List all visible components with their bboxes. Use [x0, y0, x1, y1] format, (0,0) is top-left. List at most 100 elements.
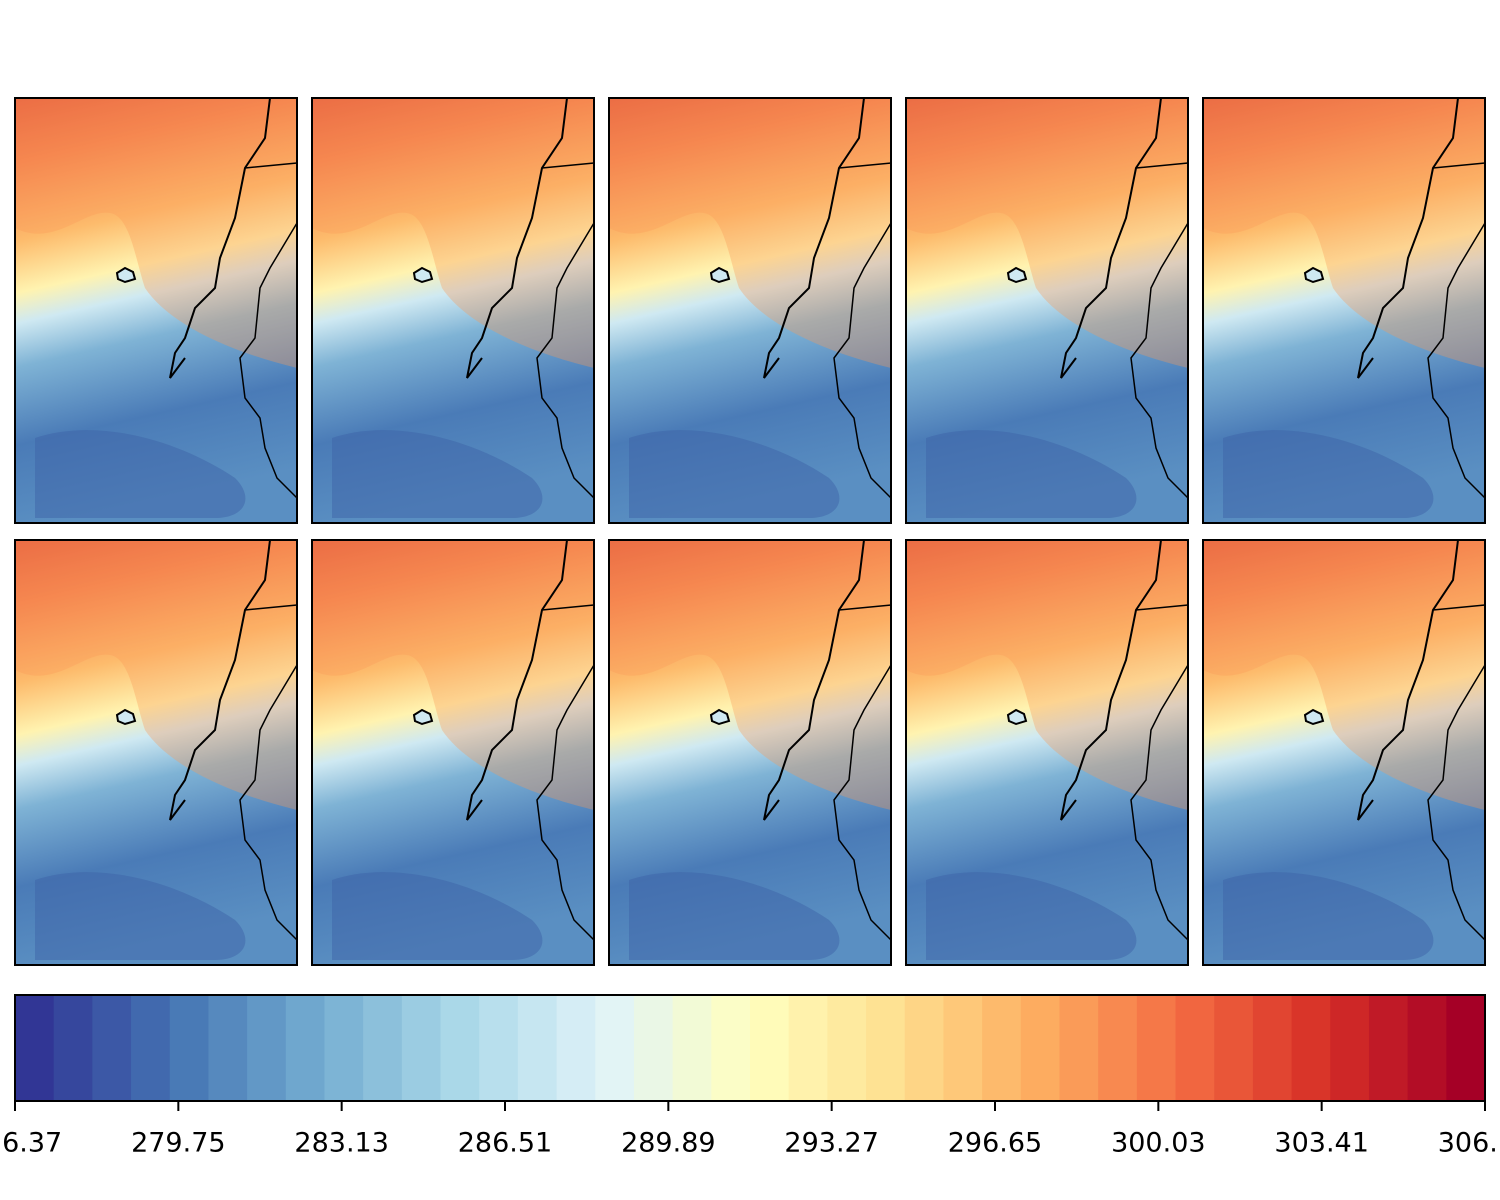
map-panel [1202, 97, 1486, 524]
tick-label: 279.75 [131, 1128, 225, 1159]
color-bin [556, 995, 596, 1101]
warm-tongue [609, 98, 891, 368]
map-panels [14, 97, 1486, 966]
map-panel [1202, 539, 1486, 966]
panel-frame [905, 97, 1189, 524]
warm-tongue [15, 540, 297, 810]
island [412, 708, 434, 726]
coastline [1060, 539, 1162, 821]
warm-tongue [1203, 98, 1485, 368]
cold-core [1223, 872, 1434, 960]
color-bin [324, 995, 364, 1101]
island [115, 708, 137, 726]
map-panel [608, 97, 892, 524]
tick-label: 283.13 [294, 1128, 388, 1159]
color-bin [904, 995, 944, 1101]
coastline [833, 604, 892, 941]
island [709, 708, 731, 726]
color-bin [169, 995, 209, 1101]
cold-core [35, 430, 246, 518]
color-bin [131, 995, 171, 1101]
island [412, 266, 434, 284]
color-bin [15, 995, 55, 1101]
warm-tongue [312, 540, 594, 810]
cold-core [332, 430, 543, 518]
coastline [1060, 97, 1162, 379]
color-bin [788, 995, 828, 1101]
cold-core [629, 430, 840, 518]
warm-tongue [15, 98, 297, 368]
tick-label: 293.27 [784, 1128, 878, 1159]
color-bin [1136, 995, 1177, 1101]
color-bin [866, 995, 906, 1101]
color-bin [943, 995, 983, 1101]
color-bin [363, 995, 403, 1101]
warm-tongue [906, 98, 1188, 368]
cold-core [1223, 430, 1434, 518]
warm-tongue [1203, 540, 1485, 810]
color-bin [1252, 995, 1293, 1101]
tick-label: 276.37 [0, 1128, 62, 1159]
warm-tongue [906, 540, 1188, 810]
panel-frame [608, 97, 892, 524]
color-bin [440, 995, 480, 1101]
panel-frame [14, 539, 298, 966]
color-bin [517, 995, 558, 1101]
color-bin [53, 995, 93, 1101]
coastline [536, 604, 595, 941]
cold-core [332, 872, 543, 960]
panel-frame [311, 539, 595, 966]
panel-frame [1202, 539, 1486, 966]
tick-label: 300.03 [1111, 1128, 1205, 1159]
panel-frame [608, 539, 892, 966]
color-bin [711, 995, 751, 1101]
warm-tongue [312, 98, 594, 368]
island [1006, 266, 1028, 284]
color-bin [1214, 995, 1254, 1101]
tick-label: 296.65 [948, 1128, 1042, 1159]
map-panel [905, 97, 1189, 524]
tick-label: 286.51 [458, 1128, 552, 1159]
coastline [1357, 97, 1459, 379]
map-panel [608, 539, 892, 966]
coastline [763, 539, 865, 821]
map-panel [14, 97, 298, 524]
color-bin [1446, 995, 1486, 1101]
color-bin [92, 995, 132, 1101]
coastline [169, 539, 271, 821]
coastline [169, 97, 271, 379]
color-bin [1368, 995, 1409, 1101]
coastline [763, 97, 865, 379]
island [709, 266, 731, 284]
color-bin [401, 995, 442, 1101]
coastline [1130, 162, 1189, 499]
cold-core [926, 872, 1137, 960]
island [1303, 708, 1325, 726]
color-bin [1407, 995, 1447, 1101]
island [1303, 266, 1325, 284]
coastline [1427, 604, 1486, 941]
color-bin [750, 995, 790, 1101]
map-panel [311, 97, 595, 524]
colorbar-frame [14, 994, 1486, 1102]
color-bin [982, 995, 1022, 1101]
color-bin [595, 995, 635, 1101]
cold-core [629, 872, 840, 960]
color-bin [1059, 995, 1099, 1101]
coastline [1357, 539, 1459, 821]
map-panel [905, 539, 1189, 966]
panel-frame [14, 97, 298, 524]
color-bin [208, 995, 248, 1101]
map-panel [14, 539, 298, 966]
color-bin [1330, 995, 1370, 1101]
color-bin [633, 995, 674, 1101]
coastline [833, 162, 892, 499]
panel-frame [311, 97, 595, 524]
color-bin [1291, 995, 1331, 1101]
color-bin [1175, 995, 1215, 1101]
cold-core [926, 430, 1137, 518]
color-bin [285, 995, 325, 1101]
color-bin [247, 995, 287, 1101]
